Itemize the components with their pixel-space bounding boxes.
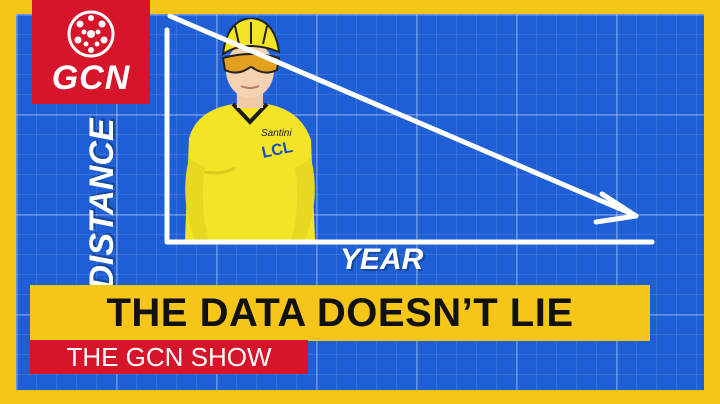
- downward-trend-line: [167, 13, 635, 217]
- jersey-sponsor-lcl: LCL: [260, 139, 294, 162]
- globe-icon: [67, 10, 115, 58]
- gcn-logo: GCN: [32, 0, 150, 104]
- logo-wordmark: GCN: [51, 59, 131, 97]
- yellow-jersey: [185, 104, 315, 240]
- arrow-head-icon: [593, 191, 639, 225]
- x-axis-label: YEAR: [340, 243, 424, 276]
- headline-banner: THE DATA DOESN’T LIE: [30, 285, 650, 341]
- show-name-banner: THE GCN SHOW: [30, 340, 308, 374]
- jersey-sponsor-santini: Santini: [261, 128, 292, 139]
- y-axis-label: DISTANCE: [83, 118, 121, 290]
